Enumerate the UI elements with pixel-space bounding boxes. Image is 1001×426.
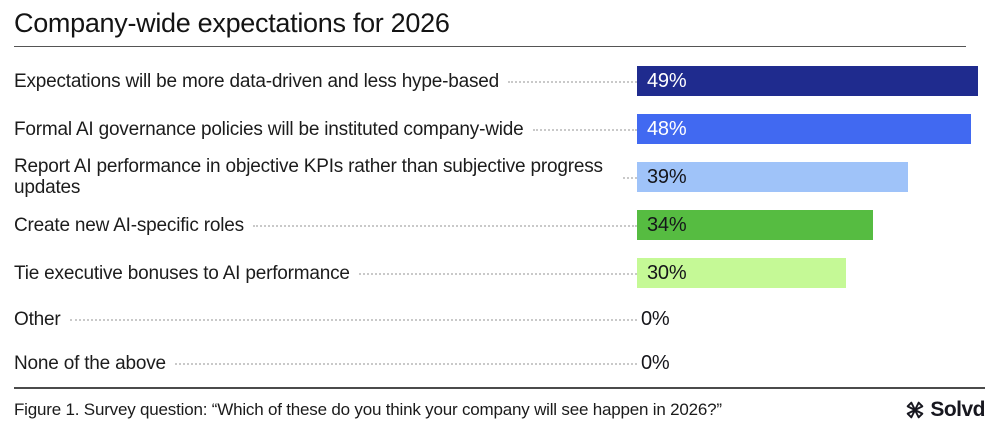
bar-cell: 48% [637,114,985,145]
bottom-divider [14,387,985,390]
title-divider [14,46,966,48]
bar: 39% [637,162,909,193]
value-label: 49% [647,69,687,92]
value-label: 30% [647,261,687,284]
bar: 48% [637,114,971,145]
value-label: 34% [647,213,687,236]
brand-name: Solvd [930,398,985,422]
chart-row: Expectations will be more data-driven an… [14,57,985,105]
bar: 30% [637,258,846,289]
value-label: 0% [641,307,670,330]
figure-caption: Figure 1. Survey question: “Which of the… [14,400,722,420]
leader-line [623,177,637,180]
category-label: Other [14,308,61,330]
value-label: 39% [647,165,687,188]
category-label: Expectations will be more data-driven an… [14,70,499,92]
leader-line [508,81,637,84]
leader-line [532,129,637,132]
leader-line [358,273,637,276]
chart-row: None of the above 0% [14,341,985,385]
leader-line [174,363,637,366]
bar-chart: Expectations will be more data-driven an… [14,57,985,385]
chart-row: Create new AI-specific roles 34% [14,201,985,249]
bar: 49% [637,66,978,97]
chart-row: Report AI performance in objective KPIs … [14,153,985,201]
value-label: 48% [647,117,687,140]
value-label: 0% [641,351,670,374]
brand-logo: Solvd [905,398,985,422]
chart-row: Other 0% [14,297,985,341]
bar-cell: 34% [637,210,985,241]
category-label: Create new AI-specific roles [14,214,244,236]
bar-cell: 49% [637,66,985,97]
bar-cell: 0% [637,348,985,378]
category-label: Tie executive bonuses to AI performance [14,262,350,284]
category-label: None of the above [14,352,166,374]
bar-cell: 39% [637,162,985,193]
bar-cell: 0% [637,304,985,334]
solvd-mark-icon [907,401,924,419]
category-label: Report AI performance in objective KPIs … [14,156,603,199]
category-label: Formal AI governance policies will be in… [14,118,524,140]
figure-footer: Figure 1. Survey question: “Which of the… [14,398,985,422]
leader-line [252,225,637,228]
bar: 34% [637,210,874,241]
chart-title: Company-wide expectations for 2026 [14,8,450,38]
bar-cell: 30% [637,258,985,289]
chart-row: Formal AI governance policies will be in… [14,105,985,153]
leader-line [69,319,637,322]
bar: 0% [637,304,670,334]
chart-row: Tie executive bonuses to AI performance … [14,249,985,297]
bar: 0% [637,348,670,378]
